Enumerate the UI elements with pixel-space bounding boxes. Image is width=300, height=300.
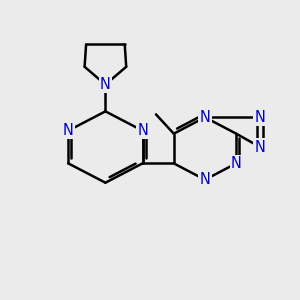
Text: N: N	[100, 77, 111, 92]
Text: N: N	[137, 123, 148, 138]
Text: N: N	[254, 110, 266, 125]
Text: N: N	[254, 140, 266, 154]
Text: N: N	[200, 172, 210, 187]
Text: N: N	[63, 123, 74, 138]
Text: N: N	[200, 110, 210, 125]
Text: N: N	[231, 156, 242, 171]
